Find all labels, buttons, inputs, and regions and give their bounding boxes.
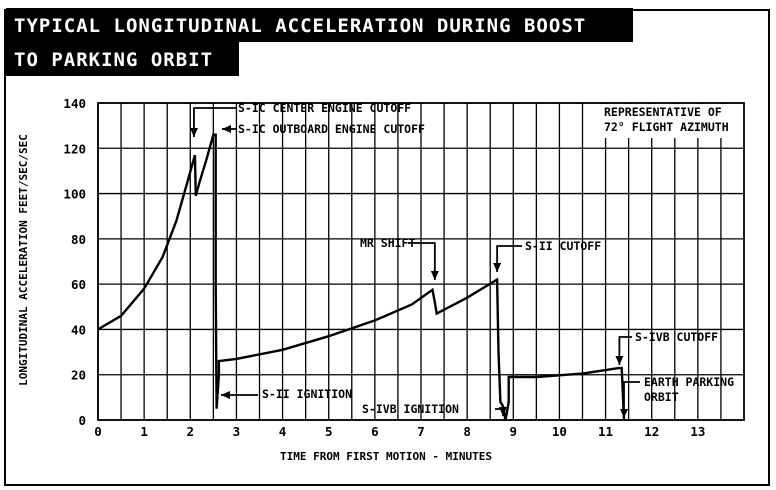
y-tick-label-0: 0	[78, 413, 86, 428]
acceleration-series-line	[97, 133, 626, 421]
arrow-icon	[620, 409, 628, 418]
arrow-icon	[189, 128, 198, 137]
annotation-leader-line	[408, 242, 436, 280]
x-tick-label-2: 2	[187, 424, 195, 439]
annotation-label: S-IC OUTBOARD ENGINE CUTOFF	[238, 122, 425, 136]
annotation-1: S-IC OUTBOARD ENGINE CUTOFF	[222, 122, 425, 136]
annotation-label: S-IVB IGNITION	[362, 402, 459, 416]
x-tick-label-12: 12	[644, 424, 659, 439]
y-tick-label-80: 80	[71, 232, 86, 247]
x-tick-label-9: 9	[510, 424, 518, 439]
annotation-6: S-IVB CUTOFF	[615, 330, 718, 365]
annotation-label-line2: ORBIT	[644, 390, 679, 404]
annotation-3: MR SHIFT	[360, 236, 439, 280]
x-tick-label-11: 11	[598, 424, 613, 439]
x-tick-label-1: 1	[140, 424, 148, 439]
annotation-label: S-II CUTOFF	[525, 239, 601, 253]
annotations: S-IC CENTER ENGINE CUTOFF S-IC OUTBOARD E…	[189, 101, 734, 418]
note-line1: REPRESENTATIVE OF	[604, 105, 722, 119]
y-tick-label-20: 20	[71, 368, 86, 383]
arrow-icon	[493, 263, 502, 272]
annotation-label: S-II IGNITION	[262, 387, 352, 401]
x-axis-label: TIME FROM FIRST MOTION - MINUTES	[280, 450, 492, 463]
x-tick-label-13: 13	[690, 424, 705, 439]
arrow-icon	[220, 391, 230, 399]
annotation-leader-line	[618, 336, 632, 365]
title-box-line2	[6, 42, 239, 76]
note-background	[600, 104, 742, 138]
arrow-icon	[499, 407, 507, 416]
annotation-5: S-IVB IGNITION	[362, 402, 507, 416]
annotation-label: S-IC CENTER ENGINE CUTOFF	[238, 101, 411, 115]
x-tick-label-7: 7	[417, 424, 425, 439]
arrow-icon	[615, 356, 624, 365]
arrow-icon	[430, 271, 439, 280]
annotation-label: S-IVB CUTOFF	[635, 330, 718, 344]
annotation-4: S-II CUTOFF	[493, 239, 601, 272]
x-tick-label-0: 0	[94, 424, 102, 439]
x-tick-label-4: 4	[279, 424, 287, 439]
arrow-icon	[222, 125, 231, 133]
y-tick-label-60: 60	[71, 277, 86, 292]
title-box-line1	[6, 8, 633, 42]
chart-title-line2: TO PARKING ORBIT	[14, 49, 213, 71]
annotation-0: S-IC CENTER ENGINE CUTOFF	[189, 101, 411, 137]
representative-note: REPRESENTATIVE OF 72° FLIGHT AZIMUTH	[600, 104, 742, 138]
x-tick-label-3: 3	[233, 424, 241, 439]
annotation-leader-line	[496, 245, 522, 272]
plot-area-border	[97, 102, 745, 421]
annotation-leader-line	[623, 381, 640, 418]
annotation-label: MR SHIFT	[360, 236, 415, 250]
chart-title-line1: TYPICAL LONGITUDINAL ACCELERATION DURING…	[14, 15, 586, 37]
annotation-2: S-II IGNITION	[220, 387, 352, 401]
x-tick-label-8: 8	[463, 424, 471, 439]
grid	[97, 102, 744, 421]
y-tick-label-100: 100	[63, 187, 86, 202]
x-tick-label-6: 6	[371, 424, 379, 439]
y-axis-label: LONGITUDINAL ACCELERATION FEET/SEC/SEC	[17, 134, 30, 386]
y-tick-label-120: 120	[63, 141, 86, 156]
annotation-leader-line	[193, 107, 236, 137]
x-tick-label-10: 10	[552, 424, 567, 439]
annotation-label: EARTH PARKING	[644, 375, 734, 389]
x-tick-label-5: 5	[325, 424, 333, 439]
y-tick-label-40: 40	[71, 322, 86, 337]
y-tick-label-140: 140	[63, 96, 86, 111]
note-line2: 72° FLIGHT AZIMUTH	[604, 120, 729, 134]
